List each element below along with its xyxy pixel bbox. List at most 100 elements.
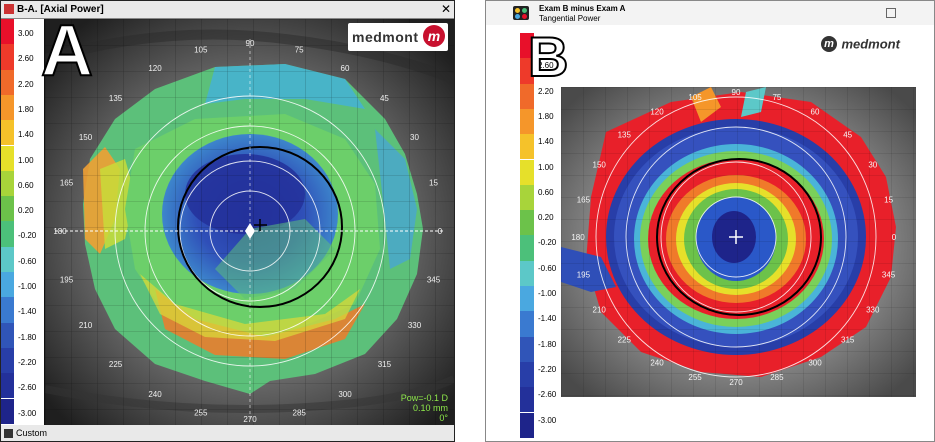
panel-a-titlebar: B-A. [Axial Power] ✕: [1, 1, 454, 19]
angle-label: 105: [194, 45, 208, 54]
scale-a-label: 1.40: [18, 130, 34, 140]
scale-a-label: 2.60: [18, 54, 34, 64]
maximize-icon[interactable]: [886, 8, 896, 18]
scale-a-label: -1.40: [18, 307, 37, 317]
scale-a-label: -0.60: [18, 256, 37, 266]
angle-label: 0: [892, 233, 897, 242]
medmont-m-icon-a: m: [423, 25, 445, 47]
scale-b-label: -1.00: [538, 289, 557, 298]
angle-label: 75: [772, 93, 781, 102]
readout-angle: 0°: [439, 413, 448, 423]
angle-label: 150: [593, 161, 607, 170]
angle-label: 60: [811, 107, 820, 116]
scale-b-swatch: [520, 210, 534, 236]
panel-a-title: B-A. [Axial Power]: [17, 4, 104, 15]
angle-label: 225: [109, 360, 123, 369]
readout-power: Pow=-0.1 D: [400, 393, 448, 403]
angle-label: 255: [194, 409, 208, 418]
angle-label: 90: [246, 39, 255, 48]
scale-a-swatch: [1, 373, 14, 399]
scale-b-swatch: [520, 134, 534, 160]
scale-a-swatch: [1, 297, 14, 323]
angle-label: 300: [808, 359, 822, 368]
angle-label: 270: [729, 378, 743, 387]
angle-label: 240: [650, 359, 664, 368]
angle-label: 195: [60, 276, 74, 285]
angle-label: 150: [79, 133, 93, 142]
scale-a-swatch: [1, 94, 14, 121]
scale-a-label: 3.00: [18, 29, 34, 38]
scale-a-swatch: [1, 246, 14, 272]
scale-b-swatch: [520, 412, 534, 438]
angle-labels-a: 9075604530150345330315300285270255240225…: [53, 39, 442, 424]
topography-map-a[interactable]: 90 75 60 45 30 15 0 345 330 315 300 285 270 255 240 225…: [43, 19, 454, 425]
scale-a-label: -0.20: [18, 231, 37, 241]
scale-a-swatch: [1, 221, 14, 247]
scale-b-swatch: [520, 260, 534, 286]
angle-label: 180: [571, 233, 585, 242]
panel-a-footer[interactable]: Custom: [1, 425, 454, 441]
scale-a-swatch: [1, 170, 14, 197]
app-icon: [4, 4, 14, 14]
scale-b-swatch: [520, 184, 534, 211]
scale-b-label: 0.20: [538, 213, 554, 223]
angle-label: 30: [868, 161, 877, 170]
dropdown-arrow-icon[interactable]: [4, 429, 13, 438]
angle-label: 105: [688, 93, 702, 102]
scale-b-label: -2.20: [538, 364, 557, 374]
angle-label: 45: [380, 94, 389, 103]
scale-b-label: 0.60: [538, 187, 554, 197]
scale-a-swatch: [1, 19, 14, 45]
angle-label: 240: [148, 390, 162, 399]
scale-b-label: 1.40: [538, 137, 554, 147]
medmont-logo-b: m medmont: [821, 35, 900, 53]
color-scale-a: 3.00 2.60 2.20 1.80 1.40 1.00 0.60 0.20 -0.20 -0.…: [1, 19, 44, 425]
center-marker-b: [729, 230, 743, 244]
scale-b-label: 1.80: [538, 111, 554, 121]
close-icon[interactable]: ✕: [440, 2, 451, 16]
medmont-logo-text-a: medmont: [352, 29, 419, 45]
scale-b-label: 3.00: [538, 36, 554, 45]
color-scale-b: 3.00 2.60 2.20 1.80 1.40 1.00 0.60 0.20 -0.20 -0.…: [520, 33, 570, 439]
angle-label: 0: [438, 227, 443, 236]
scale-a-swatch: [1, 347, 14, 374]
angle-label: 270: [243, 415, 257, 424]
angle-label: 30: [410, 133, 419, 142]
angle-label: 60: [341, 64, 350, 73]
map-a-svg: 9075604530150345330315300285270255240225…: [43, 19, 454, 425]
scale-b-swatch: [520, 33, 534, 59]
scale-b-label: -1.80: [538, 339, 557, 349]
scale-a-swatch: [1, 44, 14, 70]
scale-a-label: 0.60: [18, 180, 34, 190]
medmont-logo-text-b: medmont: [841, 36, 900, 52]
angle-label: 225: [618, 336, 632, 345]
scale-b-swatch: [520, 235, 534, 261]
center-marker-a: [245, 219, 267, 239]
readout-a: Pow=-0.1 D 0.10 mm 0°: [401, 393, 448, 423]
angle-label: 135: [618, 131, 632, 140]
angle-label: 210: [79, 321, 93, 330]
scale-b-label: 2.20: [538, 86, 554, 96]
scale-b-label: 2.60: [538, 61, 554, 71]
scale-a-swatch: [1, 398, 14, 424]
angle-label: 120: [650, 107, 664, 116]
scale-b-label: -0.20: [538, 238, 557, 248]
angle-label: 120: [148, 64, 162, 73]
angle-labels-b: 9075604530150345330315300285270255240225…: [571, 88, 896, 387]
scale-type-select[interactable]: Custom: [16, 428, 48, 438]
scale-b-swatch: [520, 286, 534, 312]
angle-label: 315: [378, 360, 392, 369]
app-icon-b: [513, 6, 529, 20]
scale-a-label: 2.20: [18, 79, 34, 89]
angle-label: 180: [53, 227, 67, 236]
angle-label: 135: [109, 94, 123, 103]
medmont-m-icon-b: m: [821, 35, 837, 52]
scale-a-label: 1.00: [18, 155, 34, 165]
angle-label: 345: [427, 276, 441, 285]
panel-letter-a: A: [40, 11, 94, 91]
scale-a-label: -3.00: [18, 408, 37, 418]
angle-label: 75: [295, 45, 304, 54]
scale-b-swatch: [520, 83, 534, 109]
scale-b-swatch: [520, 58, 534, 84]
topography-map-b[interactable]: 90 75 60 45 30 15 0 345 330 315 300 285 270 255 240 225…: [561, 87, 916, 397]
